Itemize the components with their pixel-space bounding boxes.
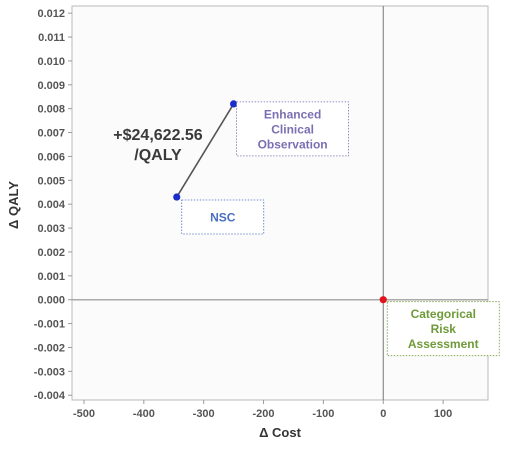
y-tick-label: 0.007 [37,128,65,140]
series [173,100,387,304]
y-tick-label: -0.004 [34,390,66,402]
reference-lines [72,6,488,400]
icer-annotation: /QALY [134,147,182,164]
x-axis-title: Δ Cost [259,425,302,440]
label-box [236,101,350,157]
x-tick-label: 0 [380,408,386,420]
point-label: Categorical [411,307,476,321]
y-tick-label: 0.009 [37,80,65,92]
point-label: Risk [431,322,457,336]
x-tick-label: -400 [133,408,155,420]
y-tick-label: 0.011 [38,32,65,44]
label-box [386,301,500,357]
y-tick-label: 0.006 [37,151,65,163]
x-tick-label: -200 [253,408,275,420]
x-tick-label: -500 [73,408,95,420]
y-axis-title: Δ QALY [6,181,21,229]
x-tick-label: -300 [193,408,215,420]
point-label: Assessment [408,337,479,351]
annotation: +$24,622.56/QALY [113,127,203,164]
x-tick-label: -100 [312,408,334,420]
y-tick-label: 0.012 [37,8,65,20]
y-tick-label: 0.005 [37,175,65,187]
y-tick-label: -0.002 [34,342,65,354]
y-axis: 0.012 0.011 0.010 0.009 0.008 0.007 0.006 0.005… [34,8,72,402]
x-axis: -500 -400 -300 -200 -100 0 100 [73,400,452,420]
point-label: Clinical [271,122,314,136]
y-tick-label: 0.004 [37,199,65,211]
y-tick-label: 0.003 [37,223,65,235]
label-box [181,199,265,235]
y-tick-label: -0.001 [34,319,65,331]
point-label: Enhanced [264,107,321,121]
y-tick-label: 0.008 [37,104,65,116]
y-tick-label: -0.003 [34,366,65,378]
point-label: Observation [258,137,328,151]
data-point [379,296,387,304]
x-tick-label: 100 [434,408,452,420]
y-tick-label: 0.001 [37,271,65,283]
point-label: NSC [210,211,236,225]
y-tick-label: 0.002 [37,247,65,259]
data-point [173,193,181,201]
frontier-line [176,103,235,198]
y-tick-label: 0.010 [37,56,65,68]
icer-annotation: +$24,622.56 [113,127,203,144]
y-tick-label: 0.000 [37,295,65,307]
data-point [230,100,238,108]
